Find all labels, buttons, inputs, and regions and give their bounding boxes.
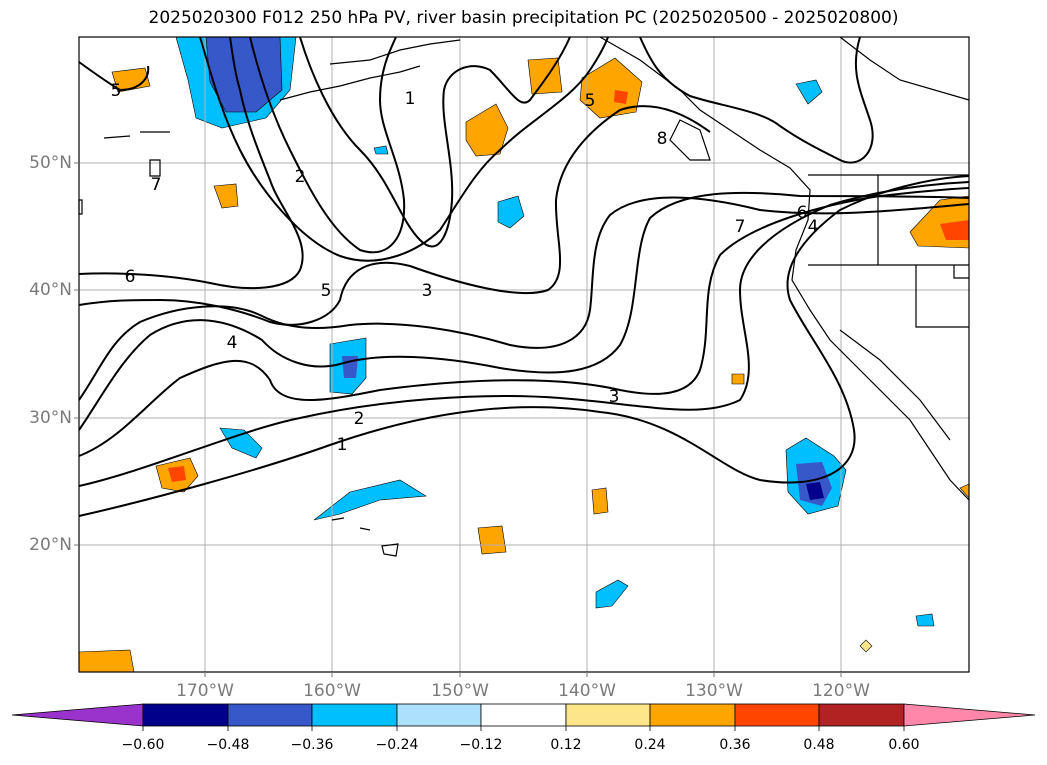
colorbar-extend-low: [11, 703, 144, 727]
contour-label-8: 8: [657, 129, 668, 149]
contour-label-5b: 5: [111, 81, 122, 101]
colorbar-tick-label: 0.48: [803, 737, 835, 753]
colorbar-tick-label: −0.12: [459, 737, 503, 753]
contour-label-5c: 5: [585, 91, 596, 111]
pv-contour-labels: 1 1 2 2 3 3 4 4 5 5 5 6 6 7 7 8: [111, 81, 819, 455]
map-title: 2025020300 F012 250 hPa PV, river basin …: [148, 8, 899, 28]
colorbar-tick-label: 0.12: [550, 737, 582, 753]
lat-label-50n: 50°N: [29, 153, 72, 173]
colorbar-tick-label: −0.24: [375, 737, 419, 753]
colorbar: [11, 703, 1036, 731]
lon-label-120w: 120°W: [812, 681, 870, 701]
contour-label-5: 5: [321, 281, 332, 301]
colorbar-extend-high: [903, 703, 1036, 727]
contour-label-4b: 4: [808, 217, 819, 237]
contour-label-7: 7: [735, 217, 746, 237]
map-frame: [78, 36, 970, 673]
lon-label-170w: 170°W: [176, 681, 234, 701]
map-panel: [79, 37, 969, 672]
lat-label-30n: 30°N: [29, 408, 72, 428]
coastlines: [78, 36, 970, 557]
map-gridlines: [79, 37, 969, 672]
lon-ticks: [204, 672, 842, 677]
contour-label-7b: 7: [151, 175, 162, 195]
lon-label-160w: 160°W: [303, 681, 361, 701]
lat-label-20n: 20°N: [29, 535, 72, 555]
contour-label-1b: 1: [405, 89, 416, 109]
colorbar-tick-label: −0.60: [121, 737, 165, 753]
colorbar-tick-label: 0.60: [888, 737, 920, 753]
colorbar-tick-label: −0.48: [206, 737, 250, 753]
lat-ticks: [74, 162, 79, 546]
contour-label-1: 1: [337, 435, 348, 455]
contour-label-3b: 3: [422, 281, 433, 301]
lon-label-150w: 150°W: [431, 681, 489, 701]
contour-label-2b: 2: [295, 167, 306, 187]
contour-label-2: 2: [354, 409, 365, 429]
colorbar-tick-label: −0.36: [290, 737, 334, 753]
colorbar-tick-label: 0.24: [634, 737, 666, 753]
contour-label-3: 3: [609, 387, 620, 407]
pv-contours: [78, 36, 970, 517]
lon-label-130w: 130°W: [685, 681, 743, 701]
lon-label-140w: 140°W: [558, 681, 616, 701]
contour-label-4: 4: [227, 333, 238, 353]
lat-label-40n: 40°N: [29, 280, 72, 300]
colorbar-tick-label: 0.36: [719, 737, 751, 753]
contour-label-6b: 6: [797, 203, 808, 223]
contour-label-6: 6: [125, 267, 136, 287]
